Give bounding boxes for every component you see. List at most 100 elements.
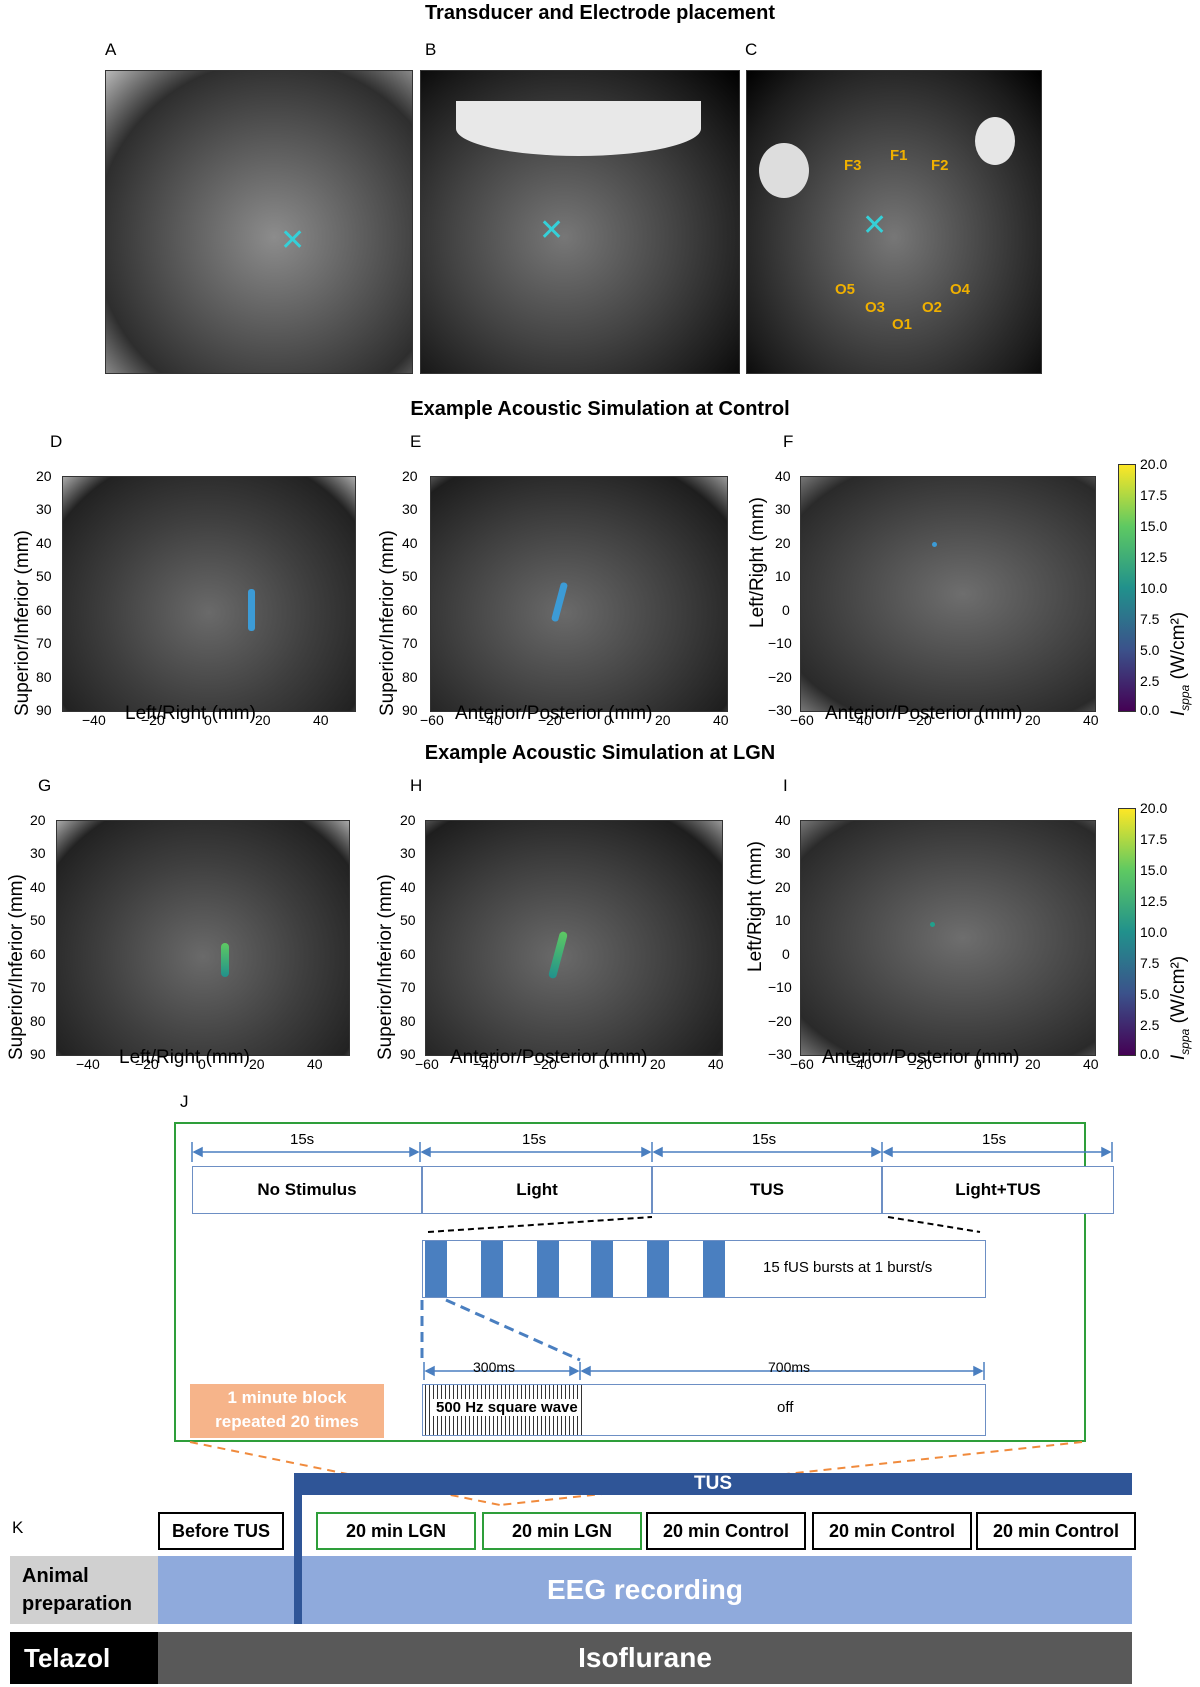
condition-tus: TUS — [652, 1166, 882, 1214]
segment-before-tus: Before TUS — [158, 1512, 284, 1550]
tick-g-x: 40 — [307, 1056, 323, 1072]
panel-label-b: B — [425, 40, 437, 59]
tick-d-y: 20 — [36, 468, 52, 484]
tick-e-y: 50 — [402, 568, 418, 584]
tick-e-x: 0 — [604, 712, 612, 728]
isoflurane-bar: Isoflurane — [158, 1632, 1132, 1684]
animal-preparation: Animal preparation — [10, 1556, 158, 1624]
burst-train-label: 15 fUS bursts at 1 burst/s — [763, 1259, 933, 1276]
panel-label-k: K — [12, 1518, 24, 1537]
tick-d-y: 40 — [36, 535, 52, 551]
duration-label: 15s — [290, 1131, 315, 1148]
cbar-tick: 0.0 — [1140, 1046, 1160, 1062]
electrode-o5: O5 — [835, 281, 856, 298]
cbar-tick: 0.0 — [1140, 702, 1160, 718]
tick-g-x: −20 — [135, 1056, 159, 1072]
tick-g-x: −40 — [76, 1056, 100, 1072]
cbar-tick: 12.5 — [1140, 893, 1168, 909]
sim-lgn-sagittal — [425, 820, 723, 1056]
tick-f-x: −60 — [790, 712, 814, 728]
mri-sagittal-image: ✕ — [420, 70, 740, 374]
tick-e-x: −60 — [420, 712, 444, 728]
condition-light: Light — [422, 1166, 652, 1214]
tick-i-x: 20 — [1025, 1056, 1041, 1072]
tick-g-y: 90 — [30, 1046, 46, 1062]
tick-f-y: −10 — [768, 635, 792, 651]
sim-control-sagittal — [430, 476, 728, 712]
electrode-o4: O4 — [950, 281, 971, 298]
segment-control-1: 20 min Control — [646, 1512, 806, 1550]
electrode-f2: F2 — [931, 157, 949, 174]
tick-e-y: 80 — [402, 669, 418, 685]
electrode-f3: F3 — [844, 157, 862, 174]
condition-no-stimulus: No Stimulus — [192, 1166, 422, 1214]
mri-axial-image: F3 F1 F2 ✕ O5 O3 O1 O2 O4 — [746, 70, 1042, 374]
tick-f-y: 10 — [775, 568, 791, 584]
cbar-tick: 17.5 — [1140, 831, 1168, 847]
tick-h-y: 80 — [400, 1013, 416, 1029]
tick-d-x: −40 — [82, 712, 106, 728]
tick-f-y: 30 — [775, 501, 791, 517]
tick-d-y: 60 — [36, 602, 52, 618]
electrode-o3: O3 — [865, 299, 886, 316]
sim-lgn-axial — [800, 820, 1096, 1056]
panel-label-i: I — [783, 776, 788, 795]
target-marker-icon: ✕ — [862, 209, 888, 242]
acoustic-focus — [221, 943, 229, 977]
on-duration-label: 300ms — [473, 1359, 516, 1375]
segment-control-2: 20 min Control — [812, 1512, 972, 1550]
cbar-tick: 7.5 — [1140, 955, 1160, 971]
tick-e-y: 60 — [402, 602, 418, 618]
tick-h-x: 0 — [599, 1056, 607, 1072]
tick-h-y: 50 — [400, 912, 416, 928]
cbar-tick: 5.0 — [1140, 642, 1160, 658]
sim-control-axial — [800, 476, 1096, 712]
block-note: 1 minute block repeated 20 times — [190, 1384, 384, 1438]
acoustic-focus — [248, 589, 255, 631]
duration-label: 15s — [752, 1131, 777, 1148]
tick-d-y: 30 — [36, 501, 52, 517]
control-title: Example Acoustic Simulation at Control — [410, 398, 790, 420]
tick-h-x: −40 — [473, 1056, 497, 1072]
transducer-shape — [456, 101, 701, 156]
electrode-f1: F1 — [890, 147, 908, 164]
panel-label-h: H — [410, 776, 423, 795]
tick-e-y: 20 — [402, 468, 418, 484]
target-marker-icon: ✕ — [539, 214, 565, 247]
square-wave-label: 500 Hz square wave — [433, 1399, 581, 1416]
panel-label-g: G — [38, 776, 52, 795]
panel-label-c: C — [745, 40, 758, 59]
tick-d-y: 90 — [36, 702, 52, 718]
tus-bar: TUS — [294, 1473, 1132, 1495]
tick-h-y: 30 — [400, 845, 416, 861]
tick-e-y: 30 — [402, 501, 418, 517]
xlabel-d: Left/Right (mm) — [125, 703, 256, 724]
tick-i-y: −10 — [768, 979, 792, 995]
tus-start-marker — [294, 1473, 302, 1623]
cbar-tick: 20.0 — [1140, 800, 1168, 816]
tick-h-y: 90 — [400, 1046, 416, 1062]
tus-start-marker-lower — [294, 1556, 302, 1624]
tick-g-y: 60 — [30, 946, 46, 962]
acoustic-focus — [932, 542, 937, 547]
colorbar-lgn — [1118, 808, 1136, 1056]
target-marker-icon: ✕ — [280, 224, 306, 257]
sim-lgn-coronal — [56, 820, 350, 1056]
duration-label: 15s — [522, 1131, 547, 1148]
protocol-frame — [174, 1122, 1086, 1442]
tick-f-x: −20 — [908, 712, 932, 728]
panel-label-e: E — [410, 432, 422, 451]
tick-d-x: 40 — [313, 712, 329, 728]
left-eye-shape — [759, 143, 809, 198]
condition-light-tus: Light+TUS — [882, 1166, 1114, 1214]
placement-title: Transducer and Electrode placement — [424, 2, 776, 24]
tick-g-y: 80 — [30, 1013, 46, 1029]
segment-lgn-2: 20 min LGN — [482, 1512, 642, 1550]
tick-f-x: −40 — [848, 712, 872, 728]
tick-d-y: 80 — [36, 669, 52, 685]
mri-coronal-image: ✕ — [105, 70, 413, 374]
tick-i-x: −60 — [790, 1056, 814, 1072]
cbar-tick: 12.5 — [1140, 549, 1168, 565]
tick-i-x: −20 — [908, 1056, 932, 1072]
cbar-tick: 10.0 — [1140, 580, 1168, 596]
